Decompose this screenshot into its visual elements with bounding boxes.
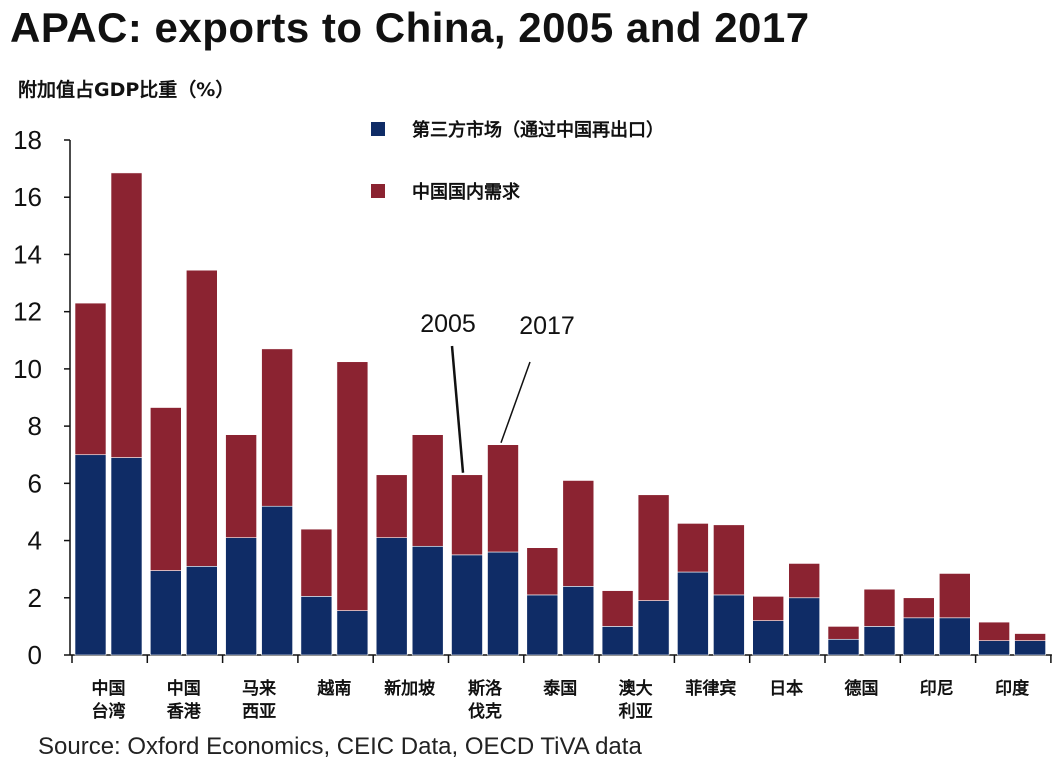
bar-domestic-2017 (186, 269, 218, 567)
x-category-label: 澳大 (619, 678, 653, 699)
bar-third-party-2005 (677, 571, 709, 656)
annotation-2005: 2005 (420, 310, 476, 338)
bar-third-party-2017 (713, 594, 745, 656)
bar-domestic-2017 (411, 434, 444, 547)
bar-domestic-2005 (150, 407, 182, 571)
x-category-label: 德国 (845, 678, 879, 699)
bar-third-party-2005 (150, 570, 182, 656)
legend-swatch (371, 184, 385, 198)
bar-third-party-2017 (938, 617, 971, 656)
bar-domestic-2017 (110, 172, 143, 458)
bar-domestic-2005 (526, 547, 559, 596)
y-tick-label: 18 (13, 125, 42, 155)
bar-third-party-2017 (186, 566, 218, 656)
x-category-label: 新加坡 (384, 678, 435, 699)
annotation-line-2017 (500, 361, 531, 443)
bar-domestic-2017 (938, 573, 971, 619)
bar-third-party-2017 (788, 597, 821, 656)
bar-third-party-2005 (601, 626, 634, 656)
x-category-label: 利亚 (619, 701, 653, 722)
bar-third-party-2005 (375, 537, 408, 656)
bar-third-party-2017 (637, 600, 670, 656)
x-category-label: 泰国 (543, 678, 577, 699)
x-category-label: 马来 (242, 678, 277, 699)
bar-third-party-2005 (526, 594, 559, 656)
x-category-label: 越南 (316, 678, 351, 699)
bar-domestic-2017 (336, 361, 369, 611)
bar-third-party-2017 (562, 586, 595, 656)
bar-domestic-2017 (637, 494, 670, 601)
x-category-label: 伐克 (468, 701, 502, 722)
bar-third-party-2017 (863, 626, 896, 656)
bar-third-party-2005 (225, 537, 257, 656)
x-category-label: 中国 (167, 678, 201, 699)
annotation-2017: 2017 (519, 312, 575, 340)
bar-domestic-2017 (788, 563, 821, 599)
bar-third-party-2005 (74, 454, 107, 656)
y-tick-label: 8 (28, 411, 42, 441)
bar-third-party-2017 (487, 551, 519, 656)
x-category-label: 台湾 (92, 701, 126, 722)
x-category-label: 日本 (769, 678, 803, 699)
y-tick-label: 0 (28, 640, 42, 670)
bar-domestic-2005 (451, 474, 483, 556)
y-tick-label: 12 (13, 297, 42, 327)
bar-third-party-2005 (902, 617, 935, 656)
bar-domestic-2005 (827, 626, 860, 640)
x-category-label: 印尼 (920, 679, 954, 699)
bar-domestic-2005 (300, 528, 333, 597)
bar-third-party-2017 (261, 505, 293, 656)
source-note: Source: Oxford Economics, CEIC Data, OEC… (38, 733, 642, 760)
bar-domestic-2005 (225, 434, 257, 538)
bar-domestic-2017 (487, 444, 519, 553)
bar-domestic-2005 (752, 596, 785, 621)
annotation-line-2005 (450, 345, 465, 473)
legend-label: 第三方市场（通过中国再出口） (412, 119, 664, 141)
legend-label: 中国国内需求 (412, 181, 521, 203)
x-category-label: 斯洛 (468, 678, 503, 699)
bar-domestic-2017 (713, 524, 745, 596)
bar-third-party-2005 (978, 640, 1010, 656)
y-tick-label: 14 (13, 239, 42, 269)
bar-third-party-2017 (411, 545, 444, 656)
bar-domestic-2005 (902, 597, 935, 619)
bar-third-party-2005 (752, 620, 785, 656)
bar-third-party-2005 (827, 638, 860, 656)
y-tick-label: 4 (28, 526, 42, 556)
bar-third-party-2005 (451, 554, 483, 656)
bar-third-party-2017 (1014, 640, 1046, 656)
y-axis-label: 附加值占GDP比重（%） (18, 79, 235, 101)
bar-domestic-2005 (677, 523, 709, 573)
y-tick-label: 10 (13, 354, 42, 384)
bar-domestic-2005 (375, 474, 408, 538)
bar-domestic-2017 (261, 348, 293, 507)
y-tick-label: 6 (28, 468, 42, 498)
y-tick-label: 2 (28, 583, 42, 613)
x-category-label: 西亚 (242, 702, 276, 722)
bar-domestic-2005 (74, 302, 107, 456)
bar-third-party-2017 (336, 610, 369, 656)
x-category-label: 印度 (995, 678, 1030, 699)
x-category-label: 菲律宾 (685, 678, 736, 699)
bar-third-party-2017 (110, 457, 143, 656)
bar-domestic-2017 (863, 588, 896, 627)
bar-domestic-2005 (601, 590, 634, 627)
bar-third-party-2005 (300, 596, 333, 656)
x-category-label: 香港 (167, 701, 202, 722)
bar-domestic-2017 (562, 480, 595, 587)
y-tick-label: 16 (13, 182, 42, 212)
bar-domestic-2017 (1014, 633, 1046, 641)
legend-swatch (371, 122, 385, 136)
chart-title: APAC: exports to China, 2005 and 2017 (10, 4, 810, 51)
bar-domestic-2005 (978, 621, 1010, 641)
x-category-label: 中国 (92, 678, 126, 699)
